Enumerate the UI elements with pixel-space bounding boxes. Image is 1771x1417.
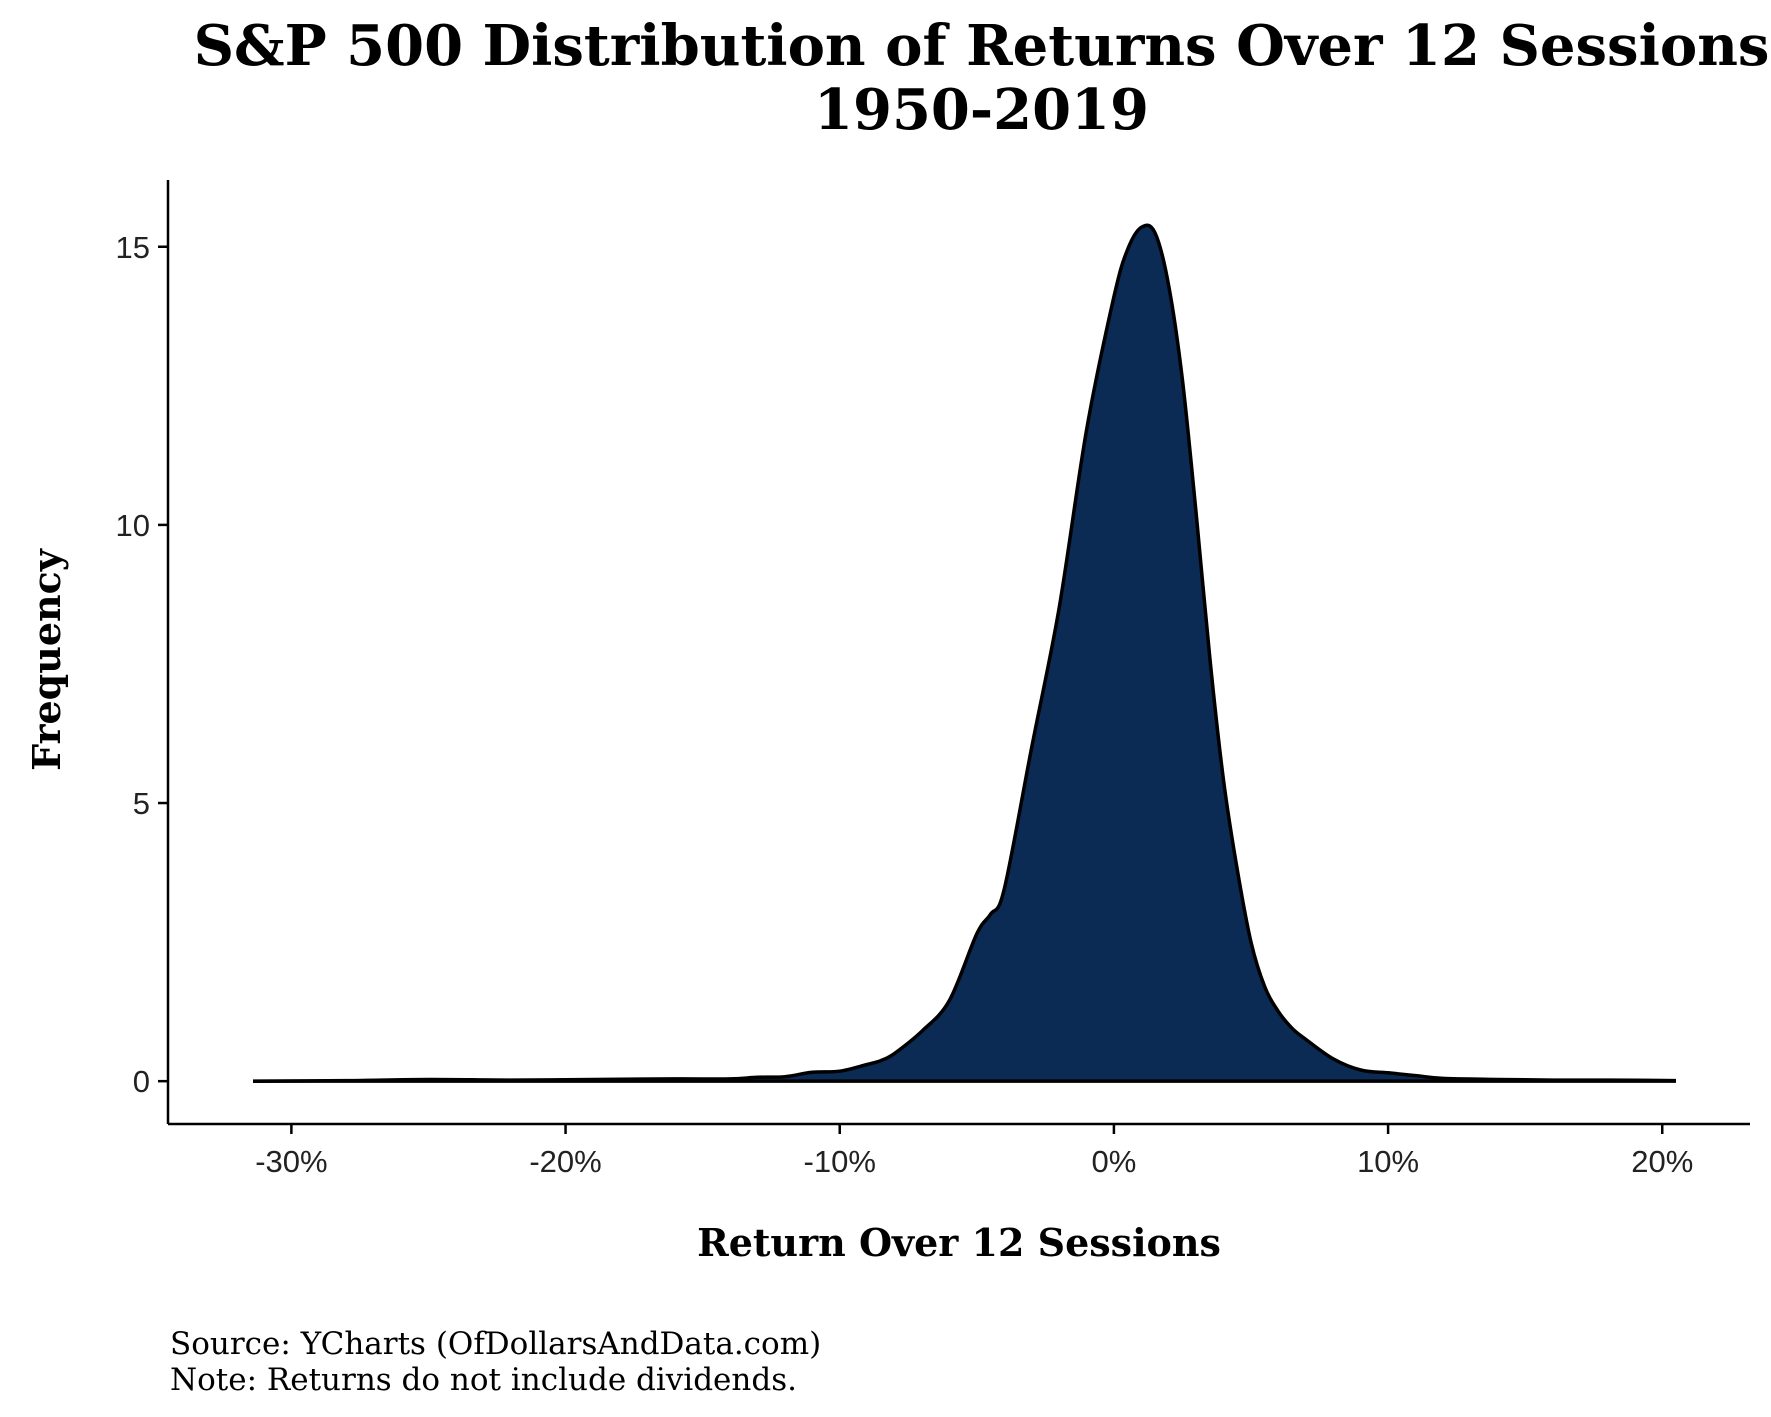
x-tick-label: -30% <box>255 1144 327 1179</box>
plot-area <box>252 223 1677 1083</box>
x-tick-label: -10% <box>804 1144 876 1179</box>
chart-title: S&P 500 Distribution of Returns Over 12 … <box>193 13 1770 79</box>
y-axis-title: Frequency <box>24 548 69 771</box>
y-axis-ticks: 0 5 10 15 <box>116 230 168 1099</box>
y-tick-label: 5 <box>133 786 150 821</box>
x-axis-title: Return Over 12 Sessions <box>697 1220 1221 1265</box>
density-line-0 <box>252 223 1677 1083</box>
chart-subtitle: 1950-2019 <box>814 77 1149 143</box>
density-area-0 <box>253 225 1676 1082</box>
y-tick-label: 15 <box>116 230 150 265</box>
x-tick-label: 10% <box>1357 1144 1419 1179</box>
note-caption: Note: Returns do not include dividends. <box>170 1362 797 1398</box>
source-caption: Source: YCharts (OfDollarsAndData.com) <box>170 1326 822 1362</box>
y-tick-label: 10 <box>116 508 150 543</box>
x-tick-label: 0% <box>1092 1144 1137 1179</box>
y-tick-label: 0 <box>133 1064 150 1099</box>
x-tick-label: -20% <box>529 1144 601 1179</box>
x-axis-ticks: -30% -20% -10% 0% 10% 20% <box>255 1124 1693 1179</box>
x-tick-label: 20% <box>1631 1144 1693 1179</box>
